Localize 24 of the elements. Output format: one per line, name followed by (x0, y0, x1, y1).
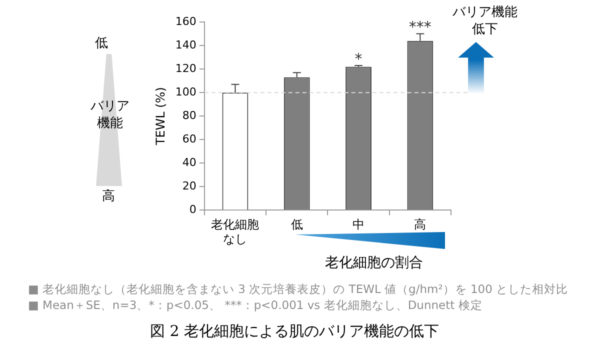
y-tick-label: 120 (175, 62, 196, 75)
text: 低 (95, 35, 108, 52)
text: ■ Mean＋SE、n=3、*：p<0.05、 ***：p<0.001 vs 老化細胞なし、Dunnett 検定 (28, 298, 482, 313)
y-tick-label: 160 (175, 14, 196, 28)
y-tick-label: 140 (175, 38, 196, 52)
annotation: *** (408, 18, 432, 36)
x-tick-label: 高 (414, 218, 426, 232)
y-tick-label: 20 (182, 180, 196, 193)
y-tick-label: 60 (182, 132, 196, 146)
text: 高 (102, 188, 115, 205)
y-tick-label: 40 (182, 156, 196, 170)
x-tick-label: 中 (352, 218, 365, 232)
annotation: * (354, 50, 363, 68)
x-tick-label: 老化細胞なし (211, 218, 260, 246)
y-axis-title: TEWL (%) (153, 87, 168, 146)
y-tick-label: 0 (189, 203, 196, 216)
text: 図 2 老化細胞による肌のバリア機能の低下 (150, 322, 440, 341)
x-axis-title: 老化細胞の割合 (325, 254, 423, 272)
text: バリア機能 (90, 98, 130, 132)
y-tick-label: 100 (175, 85, 196, 98)
annotation: バリア機能低下 (452, 4, 518, 38)
text: ■ 老化細胞なし（老化細胞を含まない 3 次元培養表皮）の TEWL 値（g/hm²）を 100 とした相対比 (28, 282, 568, 297)
y-tick-label: 80 (182, 108, 196, 122)
x-tick-label: 低 (290, 218, 303, 232)
